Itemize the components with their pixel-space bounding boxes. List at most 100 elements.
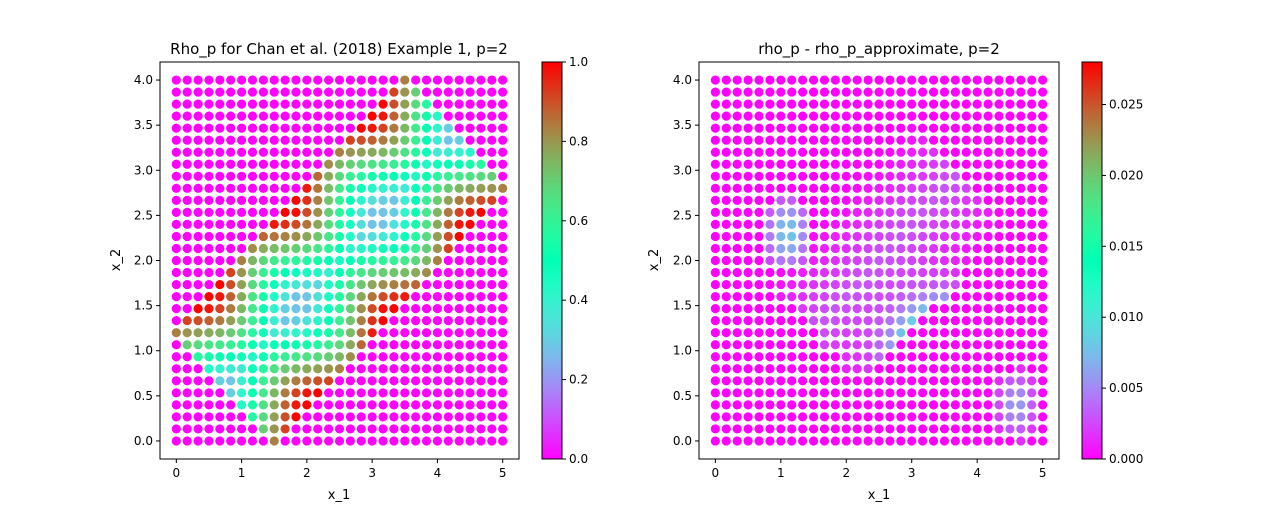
scatter-point <box>215 340 224 349</box>
scatter-point <box>302 112 311 121</box>
scatter-point <box>389 280 398 289</box>
scatter-point <box>324 328 333 337</box>
scatter-point <box>983 124 992 133</box>
scatter-point <box>465 364 474 373</box>
scatter-point <box>476 87 485 96</box>
scatter-point <box>313 292 322 301</box>
scatter-point <box>776 316 785 325</box>
scatter-point <box>820 100 829 109</box>
scatter-point <box>433 436 442 445</box>
scatter-point <box>215 400 224 409</box>
scatter-point <box>335 436 344 445</box>
scatter-point <box>291 196 300 205</box>
scatter-point <box>918 364 927 373</box>
scatter-point <box>183 364 192 373</box>
scatter-point <box>259 340 268 349</box>
scatter-point <box>313 388 322 397</box>
scatter-point <box>204 316 213 325</box>
scatter-point <box>787 184 796 193</box>
scatter-point <box>411 400 420 409</box>
scatter-point <box>487 436 496 445</box>
scatter-point <box>874 136 883 145</box>
scatter-point <box>237 412 246 421</box>
scatter-point <box>193 124 202 133</box>
scatter-point <box>743 412 752 421</box>
scatter-point <box>743 172 752 181</box>
scatter-point <box>248 352 257 361</box>
scatter-point <box>498 400 507 409</box>
scatter-point <box>193 364 202 373</box>
scatter-point <box>291 424 300 433</box>
chart-left-points <box>172 75 508 445</box>
scatter-point <box>863 376 872 385</box>
scatter-point <box>809 160 818 169</box>
scatter-point <box>885 376 894 385</box>
scatter-point <box>994 232 1003 241</box>
scatter-point <box>193 184 202 193</box>
scatter-point <box>444 100 453 109</box>
scatter-point <box>411 184 420 193</box>
scatter-point <box>465 376 474 385</box>
scatter-point <box>842 100 851 109</box>
scatter-point <box>776 148 785 157</box>
scatter-point <box>973 232 982 241</box>
scatter-point <box>411 376 420 385</box>
scatter-point <box>302 184 311 193</box>
scatter-point <box>422 388 431 397</box>
scatter-point <box>259 328 268 337</box>
scatter-point <box>853 304 862 313</box>
y-tick-label: 3.0 <box>673 163 692 177</box>
scatter-point <box>215 256 224 265</box>
scatter-point <box>973 112 982 121</box>
scatter-point <box>711 244 720 253</box>
x-tick-label: 1 <box>238 466 246 480</box>
scatter-point <box>1016 184 1025 193</box>
scatter-point <box>962 208 971 217</box>
y-tick-label: 1.0 <box>673 344 692 358</box>
scatter-point <box>918 196 927 205</box>
scatter-point <box>324 424 333 433</box>
scatter-point <box>874 100 883 109</box>
scatter-point <box>820 328 829 337</box>
scatter-point <box>455 352 464 361</box>
scatter-point <box>994 160 1003 169</box>
scatter-point <box>335 232 344 241</box>
scatter-point <box>874 160 883 169</box>
scatter-point <box>215 436 224 445</box>
scatter-point <box>302 280 311 289</box>
scatter-point <box>389 364 398 373</box>
x-tick-label: 0 <box>172 466 180 480</box>
scatter-point <box>983 160 992 169</box>
scatter-point <box>940 232 949 241</box>
y-tick-label: 0.5 <box>673 389 692 403</box>
scatter-point <box>226 292 235 301</box>
scatter-point <box>765 400 774 409</box>
scatter-point <box>1038 196 1047 205</box>
scatter-point <box>476 172 485 181</box>
scatter-point <box>357 172 366 181</box>
scatter-point <box>455 184 464 193</box>
scatter-point <box>711 87 720 96</box>
scatter-point <box>929 75 938 84</box>
scatter-point <box>378 75 387 84</box>
scatter-point <box>183 220 192 229</box>
scatter-point <box>842 268 851 277</box>
scatter-point <box>809 124 818 133</box>
scatter-point <box>940 75 949 84</box>
scatter-point <box>291 100 300 109</box>
scatter-point <box>433 364 442 373</box>
scatter-point <box>411 280 420 289</box>
scatter-point <box>357 412 366 421</box>
scatter-point <box>357 112 366 121</box>
scatter-point <box>281 436 290 445</box>
scatter-point <box>962 280 971 289</box>
scatter-point <box>733 184 742 193</box>
scatter-point <box>389 304 398 313</box>
scatter-point <box>896 75 905 84</box>
scatter-point <box>918 304 927 313</box>
scatter-point <box>324 268 333 277</box>
scatter-point <box>237 400 246 409</box>
scatter-point <box>1038 376 1047 385</box>
scatter-point <box>896 376 905 385</box>
scatter-point <box>842 196 851 205</box>
